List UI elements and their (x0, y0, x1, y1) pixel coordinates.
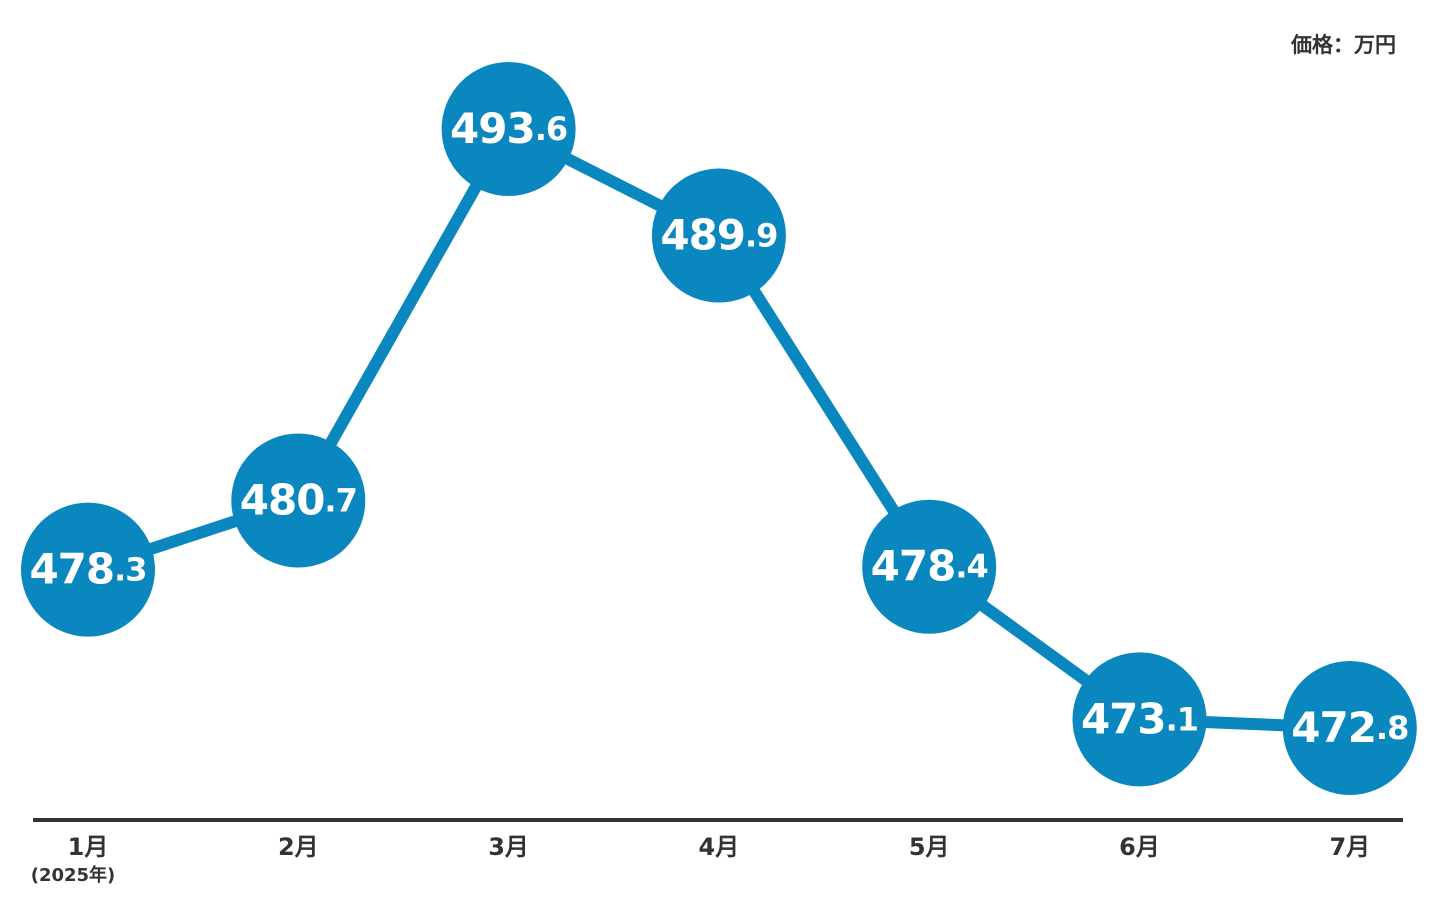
point (1072, 652, 1207, 787)
point (231, 433, 366, 568)
point (21, 502, 155, 637)
x-note: (2025年) (31, 864, 116, 886)
point (651, 168, 786, 303)
value-label: 473.1 (1081, 694, 1198, 743)
point (441, 62, 576, 196)
value-label: 472.8 (1291, 703, 1408, 752)
x-tick-label: 1月 (68, 833, 109, 861)
unit-label: 価格：万円 (1290, 33, 1396, 57)
value-label: 478.3 (29, 544, 146, 593)
x-tick-label: 4月 (699, 833, 740, 861)
x-tick-label: 7月 (1329, 833, 1370, 861)
x-tick-label: 2月 (278, 833, 319, 861)
value-label: 493.6 (450, 104, 567, 153)
x-tick-label: 3月 (488, 833, 529, 861)
x-tick-label: 6月 (1119, 833, 1160, 861)
point (1282, 661, 1417, 795)
point (862, 499, 997, 634)
value-label: 478.4 (871, 541, 988, 590)
value-label: 489.9 (660, 210, 777, 259)
x-tick-label: 5月 (909, 833, 950, 861)
value-label: 480.7 (240, 475, 357, 524)
